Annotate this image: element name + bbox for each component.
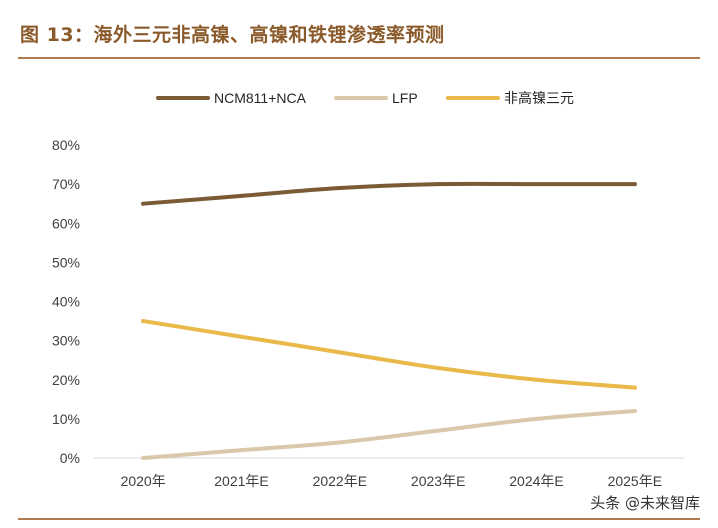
x-tick-label: 2023年E [411,473,465,489]
data-point [141,456,146,460]
data-point [632,409,637,414]
source-watermark: 头条 @未来智库 [586,491,704,514]
y-tick-label: 40% [52,294,80,310]
data-point [239,193,244,198]
data-point [337,186,342,191]
data-point [534,377,539,382]
x-tick-label: 2021年E [214,473,268,489]
chart-legend: NCM811+NCA LFP 非高镍三元 [156,90,574,106]
series-line-2 [141,319,637,390]
data-point [141,201,146,206]
data-point [534,416,539,421]
data-point [239,334,244,339]
y-tick-label: 80% [52,137,80,153]
y-tick-label: 60% [52,215,80,231]
x-tick-label: 2025年E [608,473,662,489]
data-point [337,440,342,445]
legend-label: 非高镍三元 [504,90,574,106]
x-tick-label: 2024年E [509,473,563,489]
y-tick-label: 0% [60,450,80,466]
figure-title: 图 13：海外三元非高镍、高镍和铁锂渗透率预测 [20,24,445,46]
y-tick-label: 10% [52,411,80,427]
data-point [632,385,637,390]
title-underline [18,57,700,59]
data-point [141,319,146,324]
data-point [436,428,441,433]
data-point [632,182,637,187]
x-tick-label: 2020年 [121,473,166,489]
data-point [534,182,539,187]
y-tick-label: 20% [52,372,80,388]
y-tick-label: 50% [52,254,80,270]
legend-label: NCM811+NCA [214,90,307,106]
legend-label: LFP [392,90,418,106]
chart-series [141,181,637,460]
series-line-0 [141,181,637,206]
x-axis: 2020年 2021年E 2022年E 2023年E 2024年E 2025年E [94,457,684,489]
data-point [239,448,244,453]
x-tick-label: 2022年E [313,473,367,489]
data-point [436,366,441,371]
y-tick-label: 30% [52,333,80,349]
series-line-1 [141,409,637,460]
footer-rule [18,518,700,520]
data-point [337,350,342,355]
y-tick-label: 70% [52,176,80,192]
y-axis: 0% 10% 20% 30% 40% 50% 60% 70% 80% [52,137,80,466]
data-point [436,182,441,187]
